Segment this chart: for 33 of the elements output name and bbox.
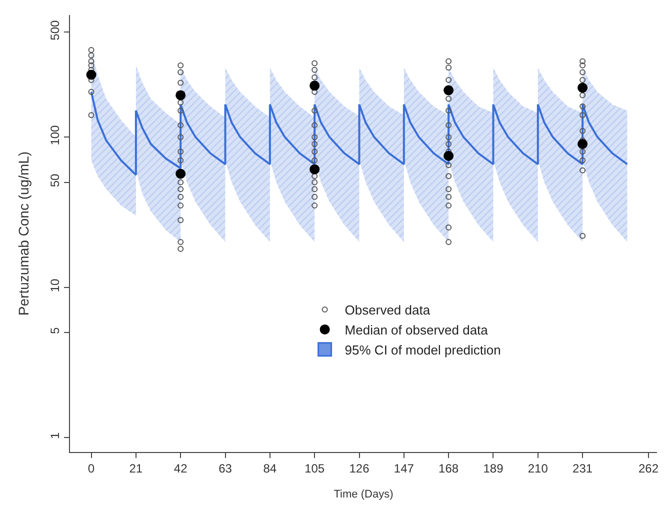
x-tick-label: 231 bbox=[572, 462, 593, 476]
point bbox=[444, 150, 454, 161]
y-axis-title: Pertuzumab Conc (ug/mL) bbox=[16, 151, 32, 316]
point bbox=[444, 85, 454, 96]
x-tick-label: 63 bbox=[218, 462, 232, 476]
point bbox=[578, 138, 588, 149]
legend-label: Median of observed data bbox=[344, 322, 489, 338]
point bbox=[176, 90, 186, 100]
x-tick-label: 126 bbox=[349, 462, 370, 476]
point bbox=[176, 168, 186, 179]
y-tick-label: 5 bbox=[48, 327, 62, 334]
x-tick-label: 262 bbox=[638, 462, 659, 476]
point bbox=[310, 80, 320, 91]
x-tick-label: 21 bbox=[129, 462, 143, 476]
y-tick-label: 500 bbox=[48, 20, 62, 40]
y-tick-label: 100 bbox=[48, 124, 62, 146]
legend-label: 95% CI of model prediction bbox=[344, 342, 501, 358]
x-tick-label: 147 bbox=[394, 462, 414, 476]
x-tick-label: 105 bbox=[304, 462, 325, 476]
x-tick-label: 210 bbox=[528, 462, 548, 476]
legend-label: Observed data bbox=[344, 302, 431, 318]
x-axis-title: Time (Days) bbox=[334, 488, 394, 501]
y-tick-label: 10 bbox=[48, 278, 62, 292]
x-tick-label: 0 bbox=[88, 462, 95, 476]
x-tick-label: 168 bbox=[438, 462, 459, 476]
y-tick-label: 50 bbox=[48, 173, 62, 188]
point bbox=[310, 164, 320, 174]
x-tick-label: 84 bbox=[263, 462, 277, 476]
x-tick-label: 42 bbox=[174, 462, 188, 476]
x-tick-label: 189 bbox=[483, 462, 504, 476]
point bbox=[578, 82, 588, 93]
y-tick-label: 1 bbox=[48, 432, 62, 439]
point bbox=[86, 70, 96, 80]
